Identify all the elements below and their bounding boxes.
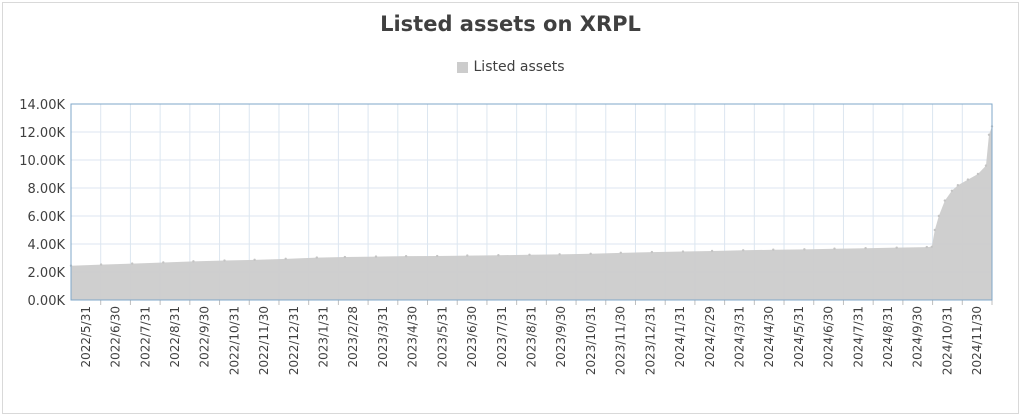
data-point[interactable] (710, 249, 714, 253)
x-tick-label: 2024/10/31 (940, 306, 954, 375)
x-tick-label: 2023/9/30 (554, 306, 568, 368)
x-tick-label: 2022/9/30 (198, 306, 212, 368)
y-tick-label: 0.00K (28, 294, 66, 309)
data-point[interactable] (223, 259, 226, 262)
data-point[interactable] (937, 214, 941, 218)
data-point[interactable] (984, 164, 988, 167)
x-tick-label: 2023/6/30 (465, 306, 479, 368)
data-point[interactable] (987, 133, 991, 136)
x-tick-label: 2023/7/31 (495, 306, 509, 368)
x-tick-label: 2022/7/31 (138, 306, 152, 368)
data-point[interactable] (497, 254, 500, 257)
data-point[interactable] (681, 250, 685, 253)
data-point[interactable] (966, 178, 970, 181)
x-tick-label: 2022/12/31 (287, 306, 301, 375)
data-point[interactable] (933, 228, 937, 232)
x-tick-label: 2023/10/31 (584, 306, 598, 375)
data-point[interactable] (343, 255, 347, 259)
data-point[interactable] (895, 246, 898, 249)
chart-legend[interactable]: Listed assets (0, 59, 1021, 75)
x-tick-label: 2024/4/30 (762, 306, 776, 368)
data-point[interactable] (950, 189, 954, 192)
x-tick-label: 2024/1/31 (673, 306, 687, 368)
y-tick-label: 2.00K (28, 266, 66, 281)
x-tick-label: 2024/11/30 (970, 306, 984, 375)
x-tick-label: 2022/8/31 (168, 306, 182, 368)
data-point[interactable] (528, 253, 531, 256)
data-point[interactable] (435, 254, 439, 258)
series-area-group (69, 125, 994, 301)
y-tick-label: 4.00K (28, 238, 66, 253)
data-point[interactable] (833, 247, 836, 250)
y-tick-label: 14.00K (19, 98, 65, 113)
data-point[interactable] (925, 245, 928, 249)
x-tick-label: 2024/9/30 (911, 306, 925, 368)
y-tick-label: 10.00K (19, 154, 65, 169)
x-tick-label: 2024/3/31 (732, 306, 746, 368)
y-tick-label: 12.00K (19, 126, 65, 141)
data-point[interactable] (374, 255, 378, 258)
data-point[interactable] (131, 262, 134, 265)
x-tick-label: 2023/8/31 (525, 306, 539, 368)
x-tick-label: 2022/10/31 (227, 306, 241, 375)
legend-swatch (456, 61, 468, 73)
x-tick-label: 2023/1/31 (317, 306, 331, 368)
data-point[interactable] (772, 248, 775, 251)
x-tick-label: 2024/5/31 (792, 306, 806, 368)
data-point[interactable] (930, 245, 933, 248)
x-tick-label: 2022/11/30 (257, 306, 271, 375)
data-point[interactable] (976, 172, 980, 176)
x-tick-label: 2023/4/30 (406, 306, 420, 368)
y-tick-labels: 0.00K 2.00K 4.00K 6.00K 8.00K 10.00K 12.00K 14.… (19, 98, 65, 309)
x-tick-label: 2022/6/30 (109, 306, 123, 368)
series-area-listed-assets[interactable] (71, 126, 992, 301)
x-tick-label: 2024/6/30 (822, 306, 836, 368)
x-tick-label: 2023/11/30 (614, 306, 628, 375)
x-tick-label: 2024/8/31 (881, 306, 895, 368)
data-point[interactable] (650, 250, 654, 254)
data-point[interactable] (253, 258, 256, 262)
data-point[interactable] (162, 261, 165, 264)
data-point[interactable] (956, 184, 960, 187)
data-point[interactable] (99, 263, 103, 266)
data-point[interactable] (619, 251, 622, 255)
data-point[interactable] (864, 247, 867, 250)
data-point[interactable] (943, 199, 947, 202)
chart-title: Listed assets on XRPL (380, 12, 641, 36)
x-tick-label: 2023/3/31 (376, 306, 390, 368)
x-tick-label: 2024/7/31 (851, 306, 865, 368)
data-point[interactable] (558, 253, 561, 256)
data-point[interactable] (404, 254, 408, 258)
x-tick-label: 2023/5/31 (435, 306, 449, 368)
legend-label: Listed assets (473, 59, 565, 75)
x-tick-labels: 2022/5/31 2022/6/30 2022/7/31 2022/8/31 2022… (79, 306, 984, 375)
y-tick-label: 6.00K (28, 210, 66, 225)
x-tick-label: 2024/2/29 (703, 306, 717, 368)
y-tick-label: 8.00K (28, 182, 66, 197)
data-point[interactable] (741, 249, 745, 252)
x-tick-label: 2023/12/31 (643, 306, 657, 375)
data-point[interactable] (192, 260, 195, 263)
data-point[interactable] (803, 248, 806, 251)
data-point[interactable] (466, 254, 469, 257)
x-tick-label: 2023/2/28 (346, 306, 360, 368)
data-point[interactable] (315, 256, 318, 259)
axes (70, 103, 993, 305)
data-point[interactable] (284, 257, 287, 261)
data-point[interactable] (589, 252, 592, 255)
plot-border (70, 103, 993, 301)
x-tick-label: 2022/5/31 (79, 306, 93, 368)
